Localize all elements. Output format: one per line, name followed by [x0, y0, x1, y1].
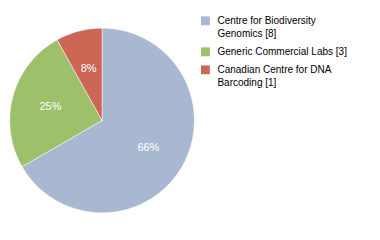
svg-text:Centre for BiodiversityGenomic: Centre for BiodiversityGenomics [8]	[217, 15, 315, 39]
svg-text:25%: 25%	[39, 100, 61, 112]
svg-text:8%: 8%	[81, 62, 97, 74]
svg-text:Canadian Centre for DNABarcodi: Canadian Centre for DNABarcoding [1]	[217, 64, 331, 88]
svg-text:Generic Commercial Labs [3]: Generic Commercial Labs [3]	[217, 46, 347, 57]
svg-text:66%: 66%	[137, 141, 159, 153]
